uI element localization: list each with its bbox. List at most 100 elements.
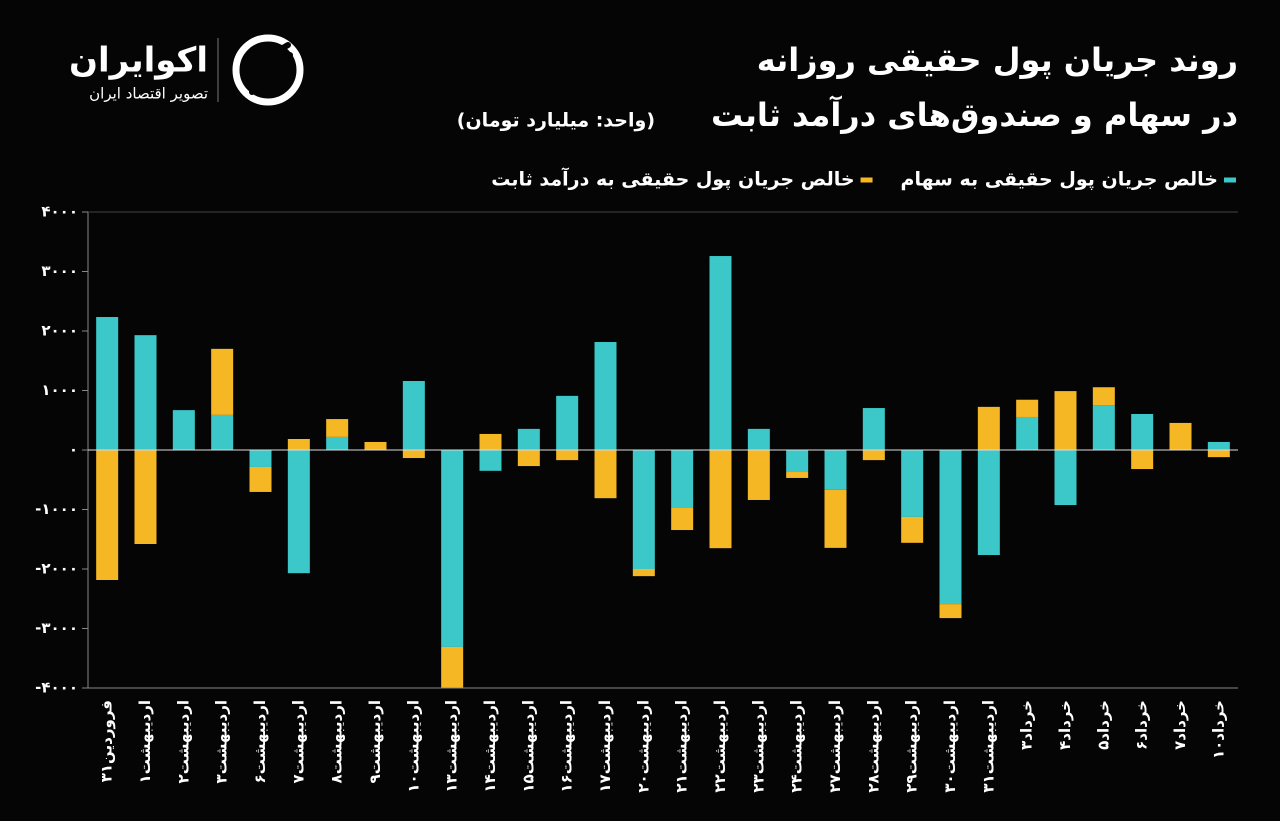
x-tick-label: ۲۳اردیبهشت [749, 700, 767, 793]
logo-name: اکوایران [69, 41, 208, 81]
y-tick-label: ۴۰۰۰ [41, 203, 78, 221]
bar [594, 450, 617, 499]
x-tick-label: ۳خرداد [1018, 700, 1036, 750]
bar [747, 450, 770, 500]
x-tick-label: ۲۸اردیبهشت [864, 700, 882, 793]
bar [96, 317, 119, 450]
x-tick-label: ۹اردیبهشت [366, 700, 384, 783]
x-tick-label: ۲۹اردیبهشت [903, 700, 921, 793]
bar [901, 516, 924, 543]
bar [1054, 450, 1077, 506]
bar [287, 450, 310, 574]
x-tick-label: ۱۵اردیبهشت [519, 700, 537, 793]
bar [517, 428, 540, 450]
bar [1016, 399, 1039, 417]
x-tick-label: ۲۱اردیبهشت [673, 700, 691, 793]
y-tick-label: -۲۰۰۰ [35, 560, 78, 578]
bar [1054, 391, 1077, 450]
bar [632, 569, 655, 577]
legend-label: خالص جریان پول حقیقی به سهام [901, 169, 1218, 191]
bar [249, 450, 272, 467]
x-tick-label: ۱اردیبهشت [136, 700, 154, 783]
bar [939, 450, 962, 605]
bar [1169, 422, 1192, 450]
logo-icon [232, 34, 304, 106]
bar [1092, 387, 1115, 406]
x-tick-label: ۱۰خرداد [1209, 700, 1227, 759]
bar [594, 342, 617, 450]
bar [1131, 450, 1154, 470]
x-tick-label: ۶اردیبهشت [251, 700, 269, 783]
x-tick-label: ۸اردیبهشت [328, 700, 346, 783]
x-tick-label: ۲۲اردیبهشت [711, 700, 729, 793]
bar [786, 472, 809, 478]
y-tick-label: -۴۰۰۰ [35, 679, 78, 697]
bar [1131, 414, 1154, 450]
x-tick-label: ۷خرداد [1171, 700, 1189, 750]
bar [1092, 405, 1115, 450]
bar [671, 508, 694, 531]
bar [556, 450, 579, 461]
y-tick-label: ۲۰۰۰ [41, 322, 78, 340]
bar [824, 489, 847, 548]
bar [96, 450, 119, 581]
bar [441, 646, 464, 688]
bar [287, 438, 310, 450]
x-tick-label: ۵خرداد [1094, 700, 1112, 750]
x-tick-label: ۳۱فروردین [98, 700, 116, 782]
bar [1016, 416, 1039, 450]
chart-title: روند جریان پول حقیقی روزانه [757, 41, 1238, 79]
bar [402, 450, 425, 459]
x-tick-label: ۳۱اردیبهشت [979, 700, 997, 793]
bar [479, 433, 502, 450]
bar [364, 441, 387, 450]
bar [939, 604, 962, 619]
x-tick-label: ۴خرداد [1056, 700, 1074, 750]
bar [709, 450, 732, 549]
bar [556, 395, 579, 450]
bar [977, 406, 1000, 450]
bar [211, 414, 234, 450]
x-tick-label: ۱۳اردیبهشت [443, 700, 461, 793]
logo-tagline: تصویر اقتصاد ایران [89, 85, 208, 103]
y-tick-label: -۳۰۰۰ [35, 619, 78, 637]
x-tick-label: ۲۷اردیبهشت [826, 700, 844, 793]
chart-subtitle: در سهام و صندوق‌های درآمد ثابت [711, 95, 1238, 134]
bar [211, 348, 234, 415]
bar [402, 380, 425, 450]
bar [134, 335, 157, 450]
bar [632, 450, 655, 569]
x-tick-label: ۳۰اردیبهشت [941, 700, 959, 793]
bar [671, 450, 694, 509]
bar [862, 408, 885, 450]
x-tick-label: ۱۶اردیبهشت [558, 700, 576, 793]
legend-label: خالص جریان پول حقیقی به درآمد ثابت [491, 167, 854, 191]
x-tick-label: ۱۰اردیبهشت [404, 700, 422, 793]
x-tick-label: ۲اردیبهشت [174, 700, 192, 783]
bar [1207, 450, 1230, 458]
x-tick-label: ۱۷اردیبهشت [596, 700, 614, 793]
x-tick-label: ۲۴اردیبهشت [788, 700, 806, 793]
bar [747, 428, 770, 450]
plot [96, 256, 1230, 688]
x-tick-label: ۷اردیبهشت [289, 700, 307, 783]
bar [824, 450, 847, 490]
x-tick-label: ۶خرداد [1133, 700, 1151, 750]
bar [709, 256, 732, 450]
x-tick-label: ۱۴اردیبهشت [481, 700, 499, 793]
y-tick-label: ۱۰۰۰ [41, 381, 78, 399]
bar [249, 466, 272, 492]
unit-label: (واحد: میلیارد تومان) [457, 110, 655, 132]
bar [1207, 441, 1230, 450]
bar [517, 450, 540, 467]
bar [172, 410, 195, 450]
y-tick-label: ۳۰۰۰ [41, 262, 78, 280]
bar [479, 450, 502, 471]
y-tick-label: ۰ [69, 441, 78, 459]
bar [786, 450, 809, 473]
x-tick-label: ۲۰اردیبهشت [634, 700, 652, 793]
y-tick-label: -۱۰۰۰ [35, 500, 78, 518]
bar [134, 450, 157, 545]
